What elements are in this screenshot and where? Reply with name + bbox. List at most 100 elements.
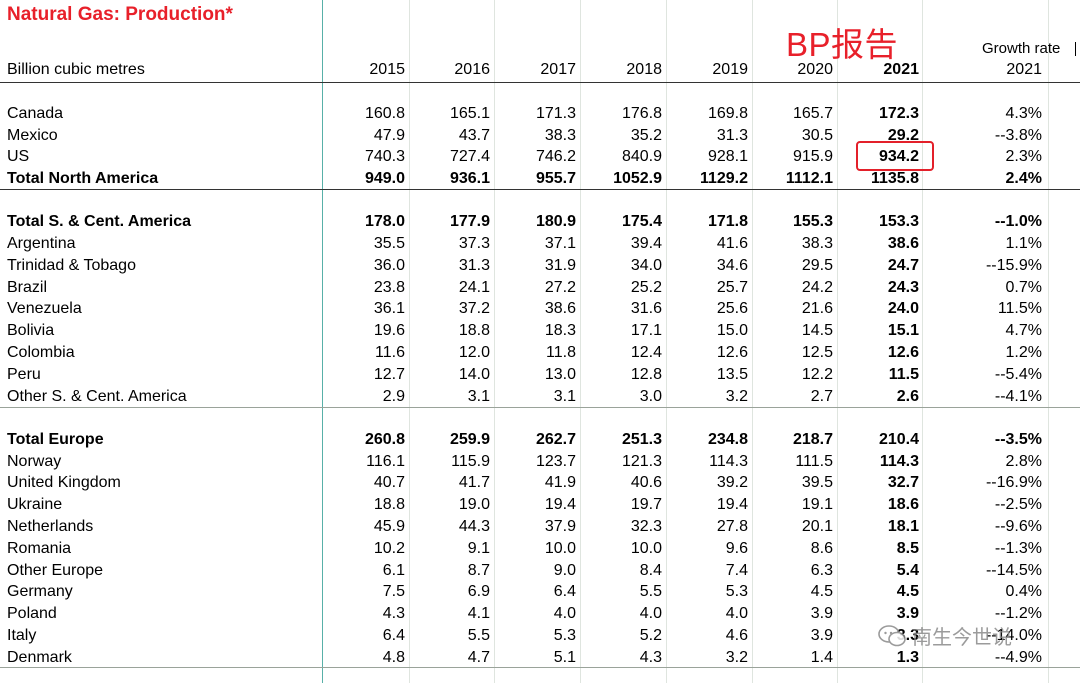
value-cell-2019: 7.4 [725,562,748,579]
row-label: Brazil [7,279,48,296]
value-cell-2017: 18.3 [544,322,576,339]
value-cell-2017: 180.9 [535,213,576,230]
value-cell-2020: 39.5 [801,474,833,491]
value-cell-2015: 7.5 [382,583,405,600]
value-cell-2018: 3.0 [639,388,662,405]
value-cell-2015: 178.0 [364,213,405,230]
value-cell-2016: 727.4 [449,148,490,165]
row-label: US [7,148,30,165]
growth-rate-cell: 1.1% [1005,235,1042,252]
year-header-2021: 2021 [883,61,919,78]
value-cell-2019: 15.0 [716,322,748,339]
year-header-2020: 2020 [797,61,833,78]
table-row: Argentina 35.5 37.3 37.1 39.4 41.6 38.3 38.6 1.1… [0,233,1080,255]
value-cell-2017: 41.9 [544,474,576,491]
value-cell-2015: 11.6 [375,344,405,361]
growth-rate-cell: --3.5% [994,431,1042,448]
column-divider [922,0,923,683]
value-cell-2016: 41.7 [458,474,490,491]
value-cell-2019: 171.8 [707,213,748,230]
value-cell-2021: 18.6 [887,496,919,513]
value-cell-2018: 4.3 [639,649,662,666]
value-cell-2015: 949.0 [364,170,405,187]
value-cell-2015: 6.1 [382,562,405,579]
growth-rate-cell: 0.4% [1005,583,1042,600]
growth-rate-year: 2021 [1006,61,1042,78]
column-divider [409,0,410,683]
value-cell-2019: 114.3 [709,453,748,470]
row-label: Peru [7,366,41,383]
column-divider [322,0,323,683]
value-cell-2020: 4.5 [810,583,833,600]
value-cell-2020: 20.1 [801,518,833,535]
growth-rate-cell: --14.0% [985,627,1042,644]
growth-rate-cell: --14.5% [985,562,1042,579]
table-row: Ukraine 18.8 19.0 19.4 19.7 19.4 19.1 18.6 --2.5… [0,494,1080,516]
unit-label: Billion cubic metres [7,61,145,78]
value-cell-2018: 12.8 [630,366,662,383]
table-row: Total North America 949.0 936.1 955.7 1052.9… [0,168,1080,190]
value-cell-2017: 171.3 [535,105,576,122]
value-cell-2017: 746.2 [535,148,576,165]
growth-rate-cell: --4.1% [994,388,1042,405]
table-row: Netherlands 45.9 44.3 37.9 32.3 27.8 20.1 18.1 -… [0,516,1080,538]
table-row: Venezuela 36.1 37.2 38.6 31.6 25.6 21.6 24.0 11.… [0,298,1080,320]
value-cell-2018: 32.3 [630,518,662,535]
value-cell-2020: 165.7 [792,105,833,122]
row-label: Denmark [7,649,72,666]
value-cell-2015: 47.9 [373,127,405,144]
value-cell-2016: 115.9 [451,453,490,470]
value-cell-2020: 8.6 [810,540,833,557]
value-cell-2015: 6.4 [382,627,405,644]
table-row: Norway 116.1 115.9 123.7 121.3 114.3 111.5 114.… [0,451,1080,473]
row-label: Colombia [7,344,75,361]
value-cell-2018: 19.7 [630,496,662,513]
growth-rate-label: Growth rate [982,40,1061,57]
value-cell-2018: 25.2 [630,279,662,296]
growth-rate-cell: --5.4% [994,366,1042,383]
column-divider [752,0,753,683]
value-cell-2020: 6.3 [810,562,833,579]
value-cell-2017: 11.8 [546,344,576,361]
row-label: Poland [7,605,57,622]
section-rule [0,667,1080,668]
growth-rate-cell: --16.9% [985,474,1042,491]
value-cell-2017: 37.1 [544,235,576,252]
value-cell-2015: 19.6 [373,322,405,339]
column-divider [494,0,495,683]
value-cell-2015: 18.8 [373,496,405,513]
value-cell-2017: 955.7 [535,170,576,187]
value-cell-2021: 38.6 [887,235,919,252]
table-row: US 740.3 727.4 746.2 840.9 928.1 915.9 934.2 2.3… [0,146,1080,168]
value-cell-2020: 30.5 [801,127,833,144]
value-cell-2015: 116.1 [366,453,405,470]
year-header-2018: 2018 [626,61,662,78]
value-cell-2018: 17.1 [630,322,662,339]
row-label: Total North America [7,170,159,187]
value-cell-2017: 13.0 [544,366,576,383]
value-cell-2018: 40.6 [630,474,662,491]
growth-rate-cell: --1.0% [994,213,1042,230]
value-cell-2020: 2.7 [810,388,833,405]
value-cell-2015: 2.9 [382,388,405,405]
table-row: Total Europe 260.8 259.9 262.7 251.3 234.8 218… [0,429,1080,451]
value-cell-2015: 160.8 [364,105,405,122]
section-rule [0,407,1080,408]
row-label: Canada [7,105,64,122]
value-cell-2020: 14.5 [801,322,833,339]
row-label: Venezuela [7,300,82,317]
row-label: Netherlands [7,518,94,535]
column-divider [1048,0,1049,683]
value-cell-2015: 740.3 [364,148,405,165]
value-cell-2019: 39.2 [716,474,748,491]
value-cell-2018: 176.8 [621,105,662,122]
value-cell-2016: 44.3 [458,518,490,535]
value-cell-2021: 210.4 [878,431,919,448]
value-cell-2020: 12.5 [801,344,833,361]
value-cell-2020: 29.5 [801,257,833,274]
value-cell-2021: 24.3 [887,279,919,296]
value-cell-2021: 12.6 [887,344,919,361]
value-cell-2018: 121.3 [621,453,662,470]
row-label: Romania [7,540,72,557]
row-label: Germany [7,583,73,600]
